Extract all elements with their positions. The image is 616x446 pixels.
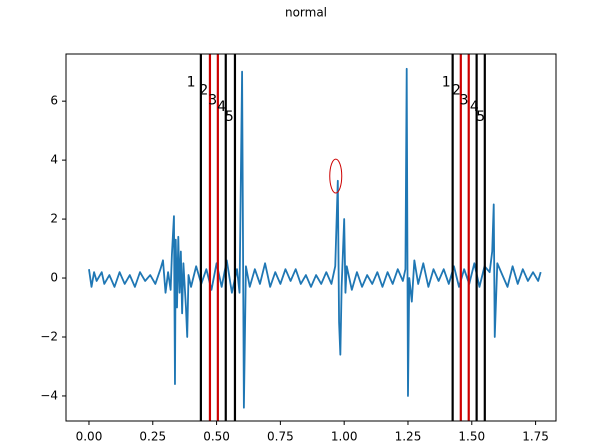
signal-line (88, 67, 542, 409)
x-tick-label: 0.75 (267, 430, 294, 444)
marker-label: 2 (199, 82, 208, 98)
marker-label: 4 (217, 99, 226, 115)
marker-label: 3 (208, 92, 217, 108)
y-tick-label: −4 (40, 388, 58, 402)
y-tick-label: 2 (50, 212, 58, 226)
y-tick-label: 0 (50, 271, 58, 285)
x-tick-label: 1.75 (522, 430, 549, 444)
x-tick-label: 1.00 (331, 430, 358, 444)
marker-label: 1 (442, 74, 451, 90)
y-tick-label: −2 (40, 329, 58, 343)
peak-highlight (329, 158, 343, 194)
x-tick-label: 0.00 (76, 430, 103, 444)
marker-label: 4 (470, 99, 479, 115)
x-tick-label: 1.50 (458, 430, 485, 444)
marker-label: 1 (187, 74, 196, 90)
chart-title: normal (285, 6, 327, 20)
marker-label: 5 (225, 109, 234, 125)
x-tick-label: 0.25 (139, 430, 166, 444)
y-tick-label: 4 (50, 153, 58, 167)
marker-label: 3 (460, 92, 469, 108)
plot-frame (65, 53, 557, 422)
x-tick-label: 1.25 (395, 430, 422, 444)
marker-label: 2 (452, 82, 461, 98)
y-tick-label: 6 (50, 94, 58, 108)
x-tick-label: 0.50 (203, 430, 230, 444)
marker-label: 5 (476, 109, 485, 125)
